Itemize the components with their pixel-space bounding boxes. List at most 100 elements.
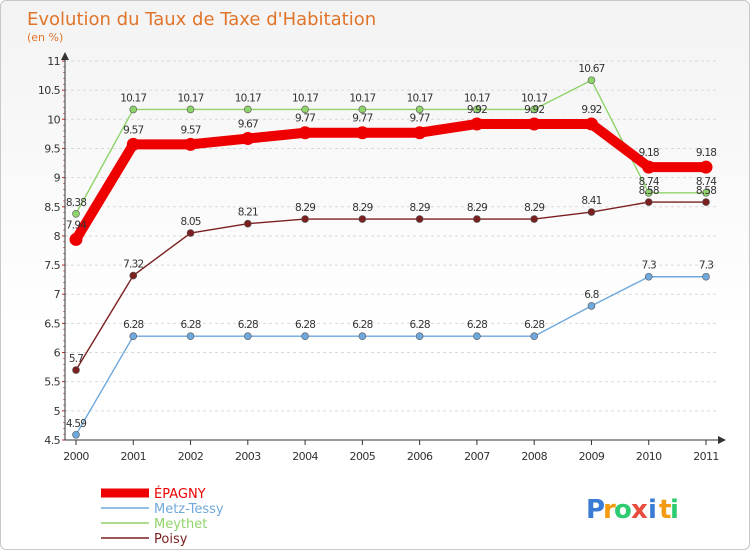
data-label: 6.28	[524, 319, 544, 331]
data-label: 9.92	[467, 104, 487, 116]
x-tick-label: 2000	[63, 450, 89, 463]
data-label: 7.32	[123, 259, 143, 271]
x-tick-label: 2005	[350, 450, 376, 463]
y-tick-label: 5.5	[44, 376, 60, 389]
logo-letter: i	[670, 495, 679, 525]
data-label: 10.17	[120, 92, 146, 104]
y-tick-label: 9.5	[44, 142, 60, 155]
data-label: 8.05	[180, 216, 200, 228]
data-label: 7.3	[642, 260, 656, 272]
y-tick-label: 4.5	[44, 434, 60, 447]
data-point	[72, 430, 80, 439]
series-line-metz-tessy	[75, 276, 707, 436]
data-point	[473, 332, 481, 341]
data-label: 6.28	[180, 319, 200, 331]
data-point	[699, 160, 713, 174]
data-point	[587, 302, 596, 310]
x-tick-label: 2003	[235, 450, 261, 463]
data-label: 9.67	[238, 119, 258, 131]
data-label: 8.41	[581, 195, 601, 207]
data-point	[184, 137, 198, 151]
axis-layer: 4.5 5 5.5 6 6.5 7 7.5 8 8.5 9 9.5 10 10.5 11 2000 2001 2…	[38, 52, 726, 463]
data-label: 10.67	[578, 63, 604, 75]
y-tick-label: 9	[54, 172, 61, 185]
legend-item-label: ÉPAGNY	[154, 486, 206, 502]
data-point	[298, 126, 312, 140]
x-tick-label: 2002	[178, 450, 204, 463]
y-tick-label: 6	[54, 347, 61, 360]
data-point	[241, 132, 255, 146]
data-label: 8.29	[524, 202, 544, 214]
data-label: 8.38	[66, 197, 86, 209]
data-point	[244, 332, 252, 341]
data-point	[415, 105, 424, 114]
data-point	[587, 208, 596, 216]
data-label: 9.18	[639, 147, 659, 159]
x-tick-label: 2007	[464, 450, 490, 463]
data-label: 7.94	[66, 219, 87, 231]
series-layer	[69, 76, 713, 439]
data-point	[644, 198, 653, 206]
x-tick-label: 2008	[521, 450, 547, 463]
logo-letter: x	[631, 495, 648, 525]
data-point	[244, 219, 252, 228]
data-point	[129, 105, 138, 114]
series-line-meythet	[75, 79, 707, 215]
data-label: 9.77	[352, 113, 372, 125]
data-point	[301, 215, 309, 223]
y-tick-label: 7.5	[44, 259, 60, 272]
data-label: 6.28	[352, 319, 372, 331]
x-tick-label: 2009	[579, 450, 605, 463]
data-label: 8.58	[696, 185, 716, 197]
data-point	[473, 215, 481, 223]
logo-letter: i	[648, 495, 657, 525]
data-label: 9.57	[123, 124, 143, 136]
data-label: 8.29	[352, 202, 372, 214]
data-label: 10.17	[349, 92, 375, 104]
chart-subtitle: (en %)	[27, 31, 63, 44]
data-label: 5.7	[69, 353, 83, 365]
data-point	[129, 271, 138, 280]
data-label: 10.17	[521, 92, 547, 104]
data-point	[301, 332, 309, 341]
data-label: 10.17	[464, 92, 490, 104]
data-point	[358, 105, 367, 114]
x-tick-label: 2006	[407, 450, 433, 463]
data-label: 9.92	[581, 104, 601, 116]
data-point	[644, 188, 653, 197]
data-point	[415, 332, 424, 341]
y-tick-label: 6.5	[44, 317, 60, 330]
y-tick-label: 8.5	[44, 201, 60, 214]
y-tick-label: 7	[54, 288, 61, 301]
data-label: 9.92	[524, 104, 544, 116]
data-point	[355, 126, 369, 140]
y-axis-arrow	[61, 52, 69, 60]
data-point	[129, 332, 138, 341]
data-point	[644, 272, 653, 281]
data-point	[301, 105, 309, 114]
data-point	[415, 215, 424, 223]
data-label: 9.57	[180, 124, 200, 136]
data-label: 7.3	[699, 260, 713, 272]
data-label-layer: 8.38 10.17 10.17 10.17 10.17 10.17 10.17 10.17 1…	[66, 63, 718, 430]
data-label: 8.29	[410, 202, 430, 214]
data-label: 9.77	[295, 113, 315, 125]
data-label: 10.17	[178, 92, 204, 104]
data-point	[702, 272, 710, 281]
data-label: 6.8	[584, 289, 598, 301]
data-label: 8.74	[639, 176, 660, 188]
logo-letter: t	[659, 495, 671, 525]
data-label: 6.28	[410, 319, 430, 331]
data-point	[530, 332, 538, 341]
data-point	[186, 332, 195, 341]
data-label: 6.28	[123, 319, 143, 331]
data-point	[69, 232, 83, 246]
data-label: 9.18	[696, 147, 716, 159]
data-point	[702, 188, 710, 197]
grid-layer	[65, 60, 719, 412]
data-point	[72, 209, 80, 218]
data-point	[358, 332, 367, 341]
